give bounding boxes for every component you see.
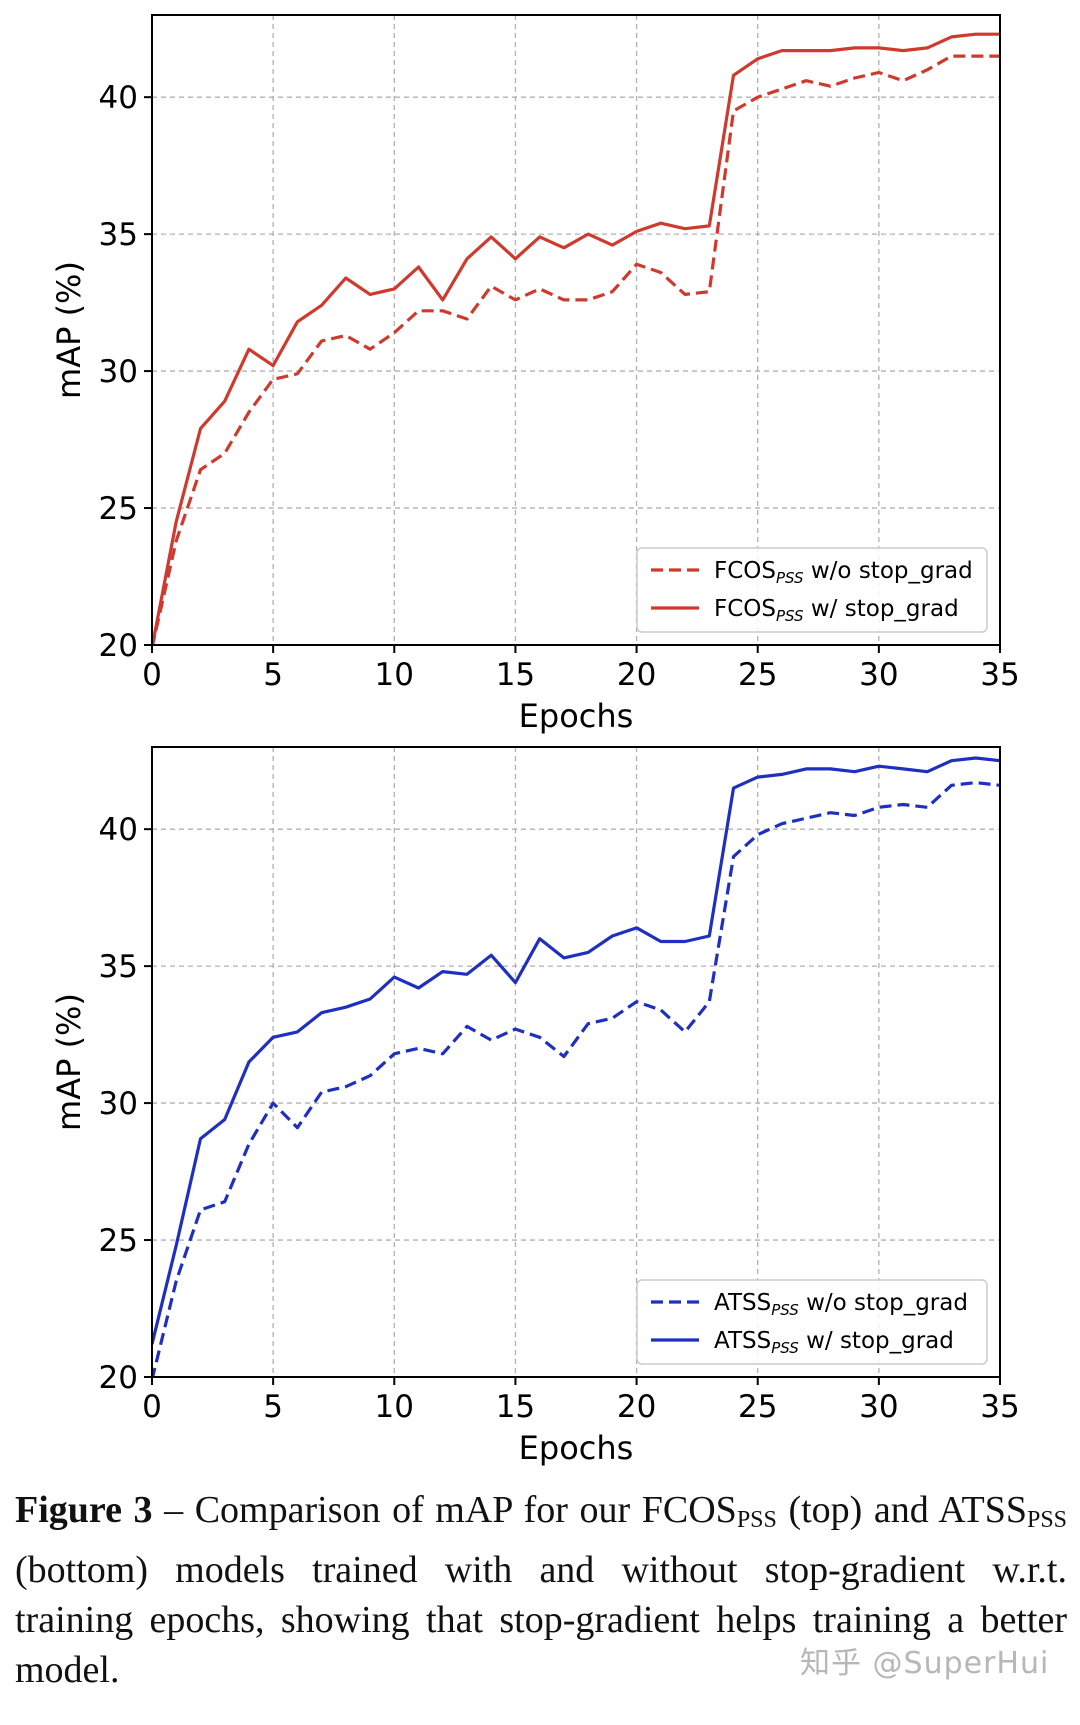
x-tick-label: 5 [263, 657, 283, 693]
legend-label-2: ATSSPSS w/ stop_grad [714, 1328, 954, 1357]
legend-label-rest: w/ stop_grad [799, 1328, 954, 1354]
chart-1: 0 5 10 15 20 25 30 35 20 25 30 35 40 Epochs mAP (%) FCO… [50, 14, 1020, 735]
x-tick-label: 5 [263, 1389, 283, 1425]
x-tick-label: 0 [142, 1389, 162, 1425]
y-tick-label: 35 [99, 949, 138, 985]
y-axis-label: mAP (%) [50, 993, 88, 1131]
legend-label-sub: PSS [776, 607, 804, 625]
legend-label-rest: w/o stop_grad [799, 1290, 968, 1316]
x-axis-label: Epochs [519, 1429, 634, 1467]
legend-label-base: ATSS [714, 1328, 771, 1354]
y-tick-label: 35 [99, 217, 138, 253]
series-line-2 [152, 32, 1000, 645]
legend-label-base: ATSS [714, 1290, 771, 1316]
caption-sub-2: PSS [1026, 1507, 1068, 1533]
legend-label-1: ATSSPSS w/o stop_grad [714, 1290, 968, 1319]
x-tick-label: 15 [496, 1389, 535, 1425]
series-line-2 [152, 756, 1000, 1345]
y-axis-label: mAP (%) [50, 261, 88, 399]
x-tick-label: 30 [859, 657, 898, 693]
x-axis-label: Epochs [519, 697, 634, 735]
chart-2: 0 5 10 15 20 25 30 35 20 25 30 35 40 Epochs mAP (%) ATS… [50, 746, 1020, 1467]
caption-label: Figure 3 [15, 1489, 153, 1531]
legend-label-base: FCOS [714, 596, 776, 622]
x-tick-label: 30 [859, 1389, 898, 1425]
caption-sub-1: PSS [736, 1507, 777, 1533]
x-tick-label: 20 [617, 657, 656, 693]
legend-box [636, 1279, 988, 1365]
caption-text-2: (top) and ATSS [776, 1489, 1027, 1531]
legend-label-base: FCOS [714, 558, 776, 584]
x-tick-label: 0 [142, 657, 162, 693]
x-tick-label: 25 [738, 1389, 777, 1425]
x-tick-label: 10 [375, 657, 414, 693]
x-tick-label: 35 [980, 657, 1019, 693]
x-tick-label: 10 [375, 1389, 414, 1425]
watermark: 知乎 @SuperHui [800, 1646, 1050, 1681]
legend-label-rest: w/ stop_grad [804, 596, 959, 622]
legend-label-sub: PSS [771, 1339, 799, 1357]
axes-frame [151, 14, 1001, 646]
y-tick-label: 40 [99, 812, 138, 848]
caption-text-1: – Comparison of mAP for our FCOS [152, 1489, 737, 1531]
charts-canvas: 0 5 10 15 20 25 30 35 20 25 30 35 40 Epochs mAP (%) FCO… [50, 14, 1020, 1467]
y-tick-label: 40 [99, 80, 138, 116]
x-tick-label: 35 [980, 1389, 1019, 1425]
axes-frame [151, 746, 1001, 1378]
legend-label-2: FCOSPSS w/ stop_grad [714, 596, 959, 625]
y-tick-label: 20 [99, 1360, 138, 1396]
y-tick-label: 30 [99, 354, 138, 390]
y-tick-label: 25 [99, 1223, 138, 1259]
figure-caption: Figure 3 – Comparison of mAP for our FCO… [15, 1485, 1067, 1695]
legend-label-sub: PSS [771, 1301, 799, 1319]
y-tick-label: 30 [99, 1086, 138, 1122]
caption-text-3: (bottom) models trained with and without… [15, 1549, 1067, 1691]
series-line-1 [152, 54, 1000, 645]
series-line-1 [152, 780, 1000, 1377]
x-tick-label: 25 [738, 657, 777, 693]
legend-label-1: FCOSPSS w/o stop_grad [714, 558, 973, 587]
y-tick-label: 25 [99, 491, 138, 527]
legend-label-sub: PSS [776, 569, 804, 587]
x-tick-label: 20 [617, 1389, 656, 1425]
y-tick-label: 20 [99, 628, 138, 664]
legend-label-rest: w/o stop_grad [804, 558, 973, 584]
x-tick-label: 15 [496, 657, 535, 693]
legend-box [636, 547, 988, 633]
